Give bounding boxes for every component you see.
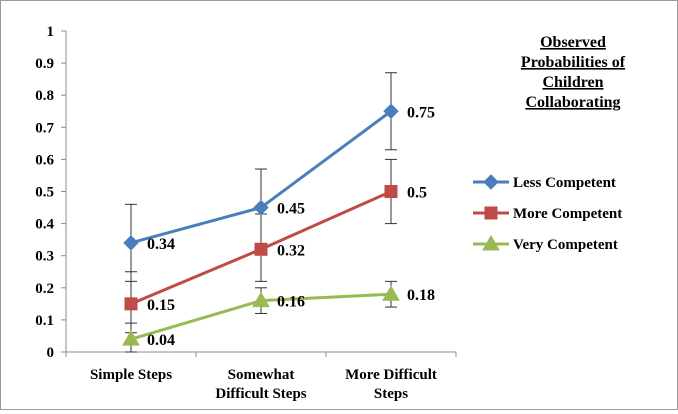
chart-title-line: Observed	[540, 34, 606, 51]
y-tick-label: 0.5	[35, 185, 54, 201]
legend-label: Very Competent	[513, 237, 618, 253]
data-label: 0.34	[147, 236, 175, 253]
data-label: 0.5	[407, 185, 427, 202]
x-category-label: More Difficult	[345, 367, 437, 383]
legend-label: Less Competent	[513, 175, 616, 191]
data-point-marker	[255, 243, 267, 255]
chart-title-line: Collaborating	[525, 94, 620, 111]
y-tick-label: 0	[47, 345, 55, 361]
data-point-marker	[385, 186, 397, 198]
data-label: 0.16	[277, 294, 305, 311]
x-category-label: Somewhat	[228, 367, 295, 383]
data-label: 0.15	[147, 297, 175, 314]
x-category-label: Difficult Steps	[215, 386, 306, 402]
legend-marker	[485, 207, 497, 219]
chart-title-line: Probabilities of	[521, 54, 626, 71]
data-label: 0.04	[147, 332, 175, 349]
y-tick-label: 0.9	[35, 56, 54, 72]
data-label: 0.75	[407, 104, 435, 121]
y-tick-label: 0.8	[35, 88, 54, 104]
y-tick-label: 0.2	[35, 281, 54, 297]
data-point-marker	[124, 236, 138, 250]
y-tick-label: 0.4	[35, 217, 54, 233]
y-tick-label: 0.7	[35, 120, 54, 136]
y-tick-label: 1	[47, 24, 55, 40]
legend-label: More Competent	[513, 206, 622, 222]
data-point-marker	[125, 298, 137, 310]
data-label: 0.32	[277, 242, 305, 259]
chart-title-line: Children	[542, 74, 603, 91]
x-category-label: Simple Steps	[90, 367, 172, 383]
y-tick-label: 0.6	[35, 152, 54, 168]
x-category-label: Steps	[374, 386, 408, 402]
data-label: 0.45	[277, 201, 305, 218]
y-tick-label: 0.3	[35, 249, 54, 265]
legend-marker	[484, 175, 498, 189]
data-label: 0.18	[407, 287, 435, 304]
y-tick-label: 0.1	[35, 313, 54, 329]
